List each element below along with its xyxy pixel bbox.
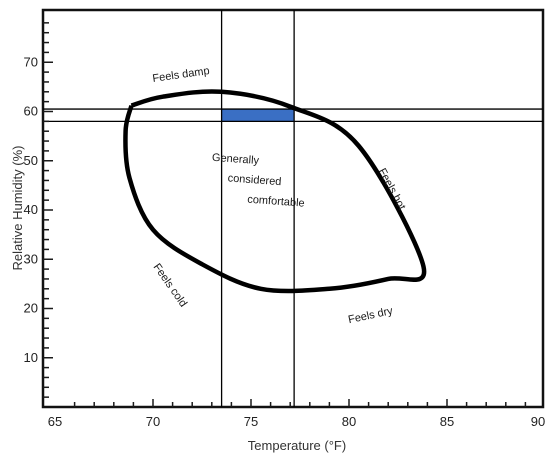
plot-frame	[41, 8, 545, 409]
y-tick-label: 60	[24, 104, 38, 119]
x-tick-label: 75	[244, 414, 258, 429]
x-tick-label: 80	[342, 414, 356, 429]
x-tick-label: 85	[440, 414, 454, 429]
comfort-highlight-region	[221, 109, 295, 122]
y-tick-label: 40	[24, 202, 38, 217]
y-tick-label: 30	[24, 251, 38, 266]
y-tick-label: 70	[24, 54, 38, 69]
y-axis-label: Relative Humidity (%)	[10, 146, 25, 271]
x-tick-label: 90	[531, 414, 545, 429]
y-tick-label: 50	[24, 153, 38, 168]
x-tick-label: 65	[48, 414, 62, 429]
annotation-label: Generally	[212, 152, 260, 167]
comfort-zone-outline	[123, 89, 427, 294]
annotation-label: considered	[227, 172, 282, 188]
y-tick-label: 20	[24, 301, 38, 316]
x-axis-label: Temperature (°F)	[248, 438, 346, 453]
y-tick-label: 10	[24, 350, 38, 365]
x-tick-label: 70	[146, 414, 160, 429]
annotation-label: comfortable	[247, 194, 305, 210]
